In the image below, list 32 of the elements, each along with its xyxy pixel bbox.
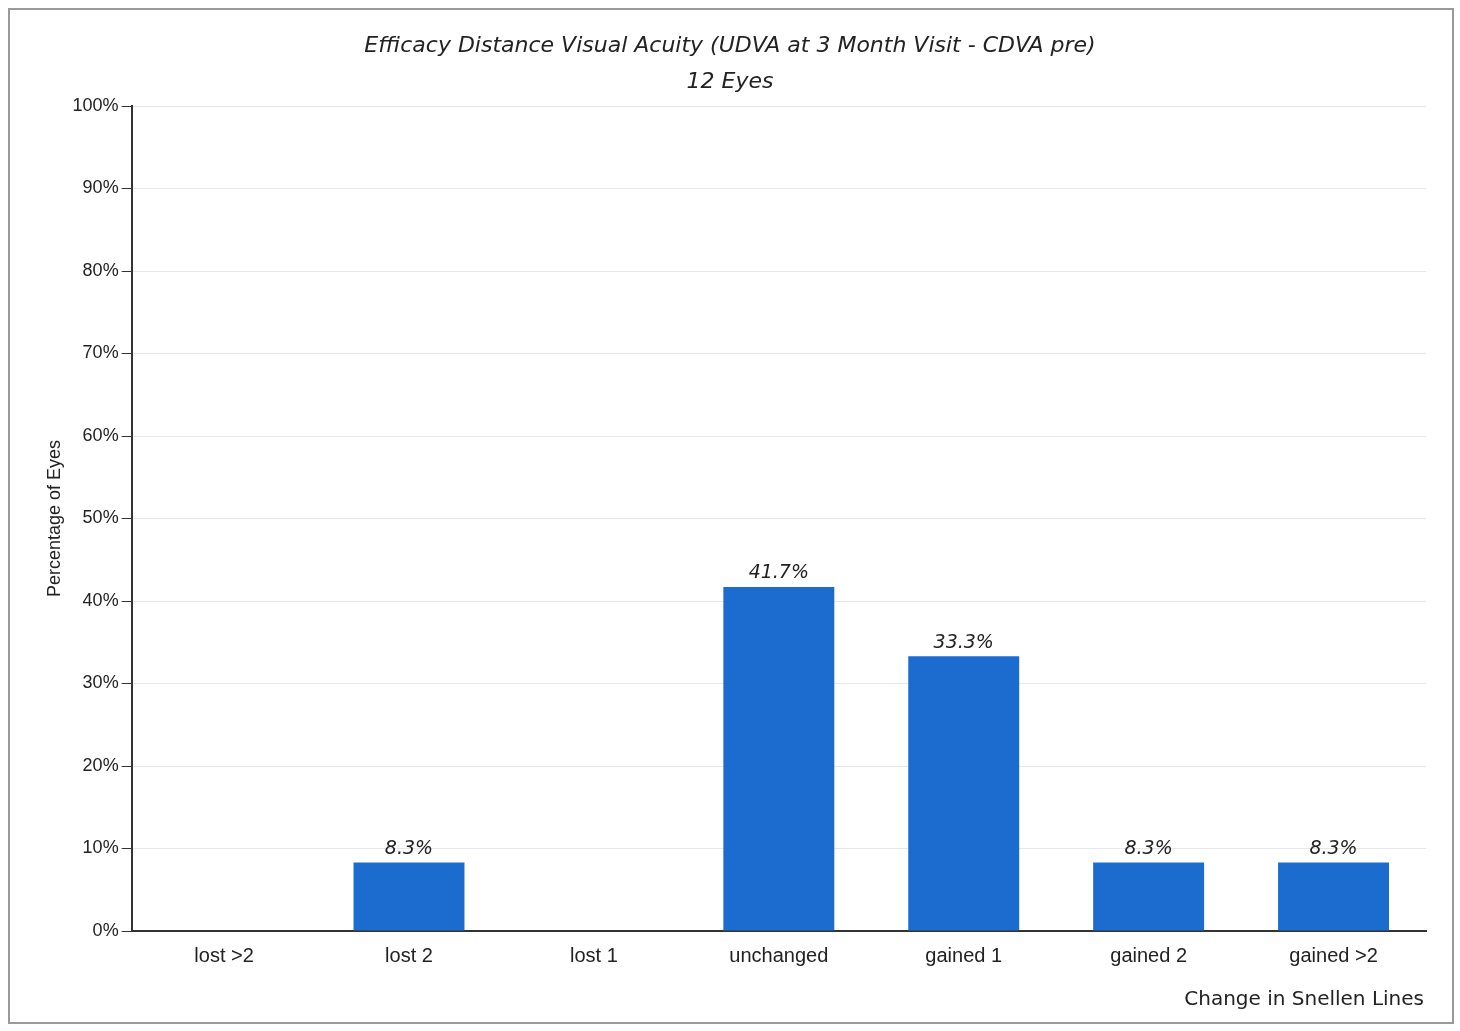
y-tick-label: 100% [72, 94, 119, 115]
chart-title: Efficacy Distance Visual Acuity (UDVA at 3 Month Visit - CDVA pre) [363, 32, 1097, 57]
y-tick-label: 90% [82, 177, 119, 198]
y-tick-label: 20% [82, 754, 119, 775]
x-tick-label: unchanged [729, 943, 829, 966]
data-label: 8.3% [1309, 835, 1358, 858]
x-tick-label: gained 1 [925, 943, 1003, 966]
x-tick-label: gained >2 [1289, 943, 1378, 966]
y-tick-label: 40% [82, 589, 119, 610]
y-tick-label: 70% [82, 342, 119, 363]
bar [908, 656, 1020, 931]
y-tick-label: 10% [82, 837, 119, 858]
bar [1278, 862, 1390, 931]
x-tick-label: gained 2 [1110, 943, 1188, 966]
x-tick-label: lost 1 [570, 943, 618, 966]
bar [1093, 862, 1205, 931]
y-tick-label: 80% [82, 259, 119, 280]
x-axis-title: Change in Snellen Lines [1184, 986, 1424, 1010]
bar [353, 862, 465, 931]
data-label: 33.3% [933, 629, 994, 652]
data-label: 41.7% [748, 560, 809, 583]
data-label: 8.3% [384, 835, 434, 858]
y-tick-label: 0% [92, 919, 119, 940]
y-tick-label: 50% [82, 507, 119, 528]
y-axis-title: Percentage of Eyes [43, 439, 64, 598]
data-label: 8.3% [1124, 835, 1173, 858]
chart-subtitle: 12 Eyes [685, 68, 775, 93]
bar [723, 586, 835, 931]
x-tick-label: lost 2 [385, 943, 433, 966]
x-tick-label: lost >2 [194, 943, 254, 966]
y-tick-label: 60% [82, 424, 119, 445]
y-tick-label: 30% [82, 672, 119, 693]
